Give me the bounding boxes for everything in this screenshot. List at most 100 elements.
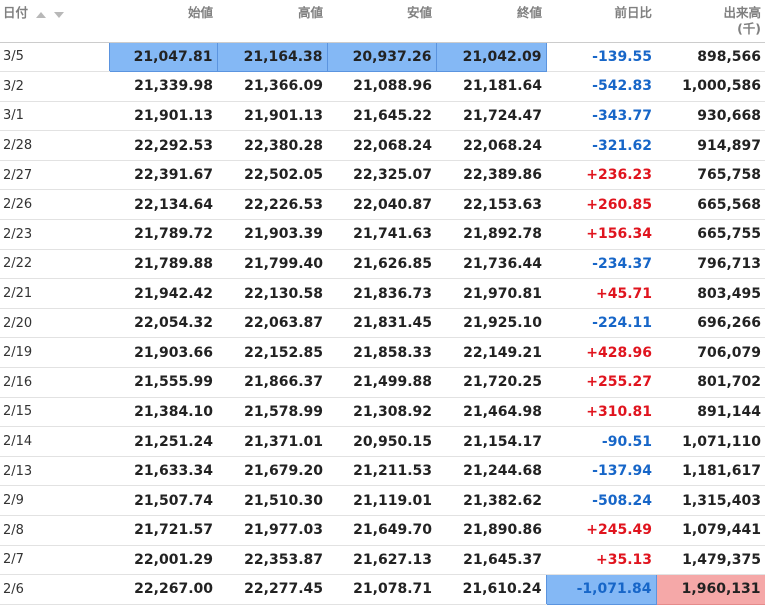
cell-high: 21,510.30 [217,485,327,516]
cell-high: 21,679.20 [217,456,327,487]
header-date[interactable]: 日付 [0,0,109,43]
cell-date: 2/7 [0,545,109,576]
cell-change: +260.85 [546,189,656,221]
cell-open: 22,267.00 [109,574,217,605]
cell-close: 21,970.81 [436,278,546,309]
cell-change: +45.71 [546,278,656,309]
cell-date: 2/23 [0,219,109,250]
cell-open: 21,384.10 [109,397,217,428]
cell-close: 21,724.47 [436,101,546,132]
cell-change: +428.96 [546,337,656,369]
cell-close: 21,892.78 [436,219,546,250]
table-row: 3/1 21,901.13 21,901.13 21,645.22 21,724.47-… [0,101,765,132]
cell-volume: 803,495 [656,278,765,309]
table-row: 2/19 21,903.66 22,152.85 21,858.33 22,149.21… [0,337,765,369]
cell-date: 2/6 [0,574,109,605]
header-low: 安値 [327,0,436,43]
cell-open: 22,391.67 [109,160,217,191]
table-row: 3/5 21,047.81 21,164.38 20,937.26 21,042.09-… [0,41,765,73]
cell-low: 21,831.45 [327,308,436,339]
cell-low: 20,937.26 [326,41,437,73]
cell-high: 22,063.87 [217,308,327,339]
cell-date: 2/21 [0,278,109,309]
cell-date: 2/9 [0,485,109,516]
cell-high: 22,226.53 [217,189,327,221]
table-row: 2/22 21,789.88 21,799.40 21,626.85 21,736.44… [0,249,765,280]
cell-change: -234.37 [546,249,656,280]
cell-volume: 1,181,617 [656,456,765,487]
cell-volume: 898,566 [656,42,765,73]
table-row: 2/27 22,391.67 22,502.05 22,325.07 22,389.86… [0,160,765,191]
cell-open: 21,633.34 [109,456,217,487]
cell-open: 22,054.32 [109,308,217,339]
cell-volume: 665,755 [656,219,765,250]
cell-high: 21,903.39 [217,219,327,250]
cell-open: 21,903.66 [109,337,217,369]
header-close-label: 終値 [516,5,542,20]
cell-close: 21,154.17 [436,426,546,457]
cell-change: +255.27 [546,367,656,398]
cell-change: -321.62 [546,130,656,161]
table-row: 2/23 21,789.72 21,903.39 21,741.63 21,892.78… [0,219,765,250]
cell-open: 21,789.72 [109,219,217,250]
table-row: 2/13 21,633.34 21,679.20 21,211.53 21,244.68… [0,456,765,487]
cell-close: 21,244.68 [436,456,546,487]
cell-change: -1,071.84 [545,574,657,605]
cell-volume: 765,758 [656,160,765,191]
cell-close: 22,149.21 [436,337,546,369]
cell-volume: 796,713 [656,249,765,280]
cell-date: 3/5 [0,42,109,73]
cell-open: 22,134.64 [109,189,217,221]
cell-date: 2/16 [0,367,109,398]
cell-change: -542.83 [546,71,656,102]
cell-date: 2/27 [0,160,109,191]
cell-change: -508.24 [546,485,656,516]
cell-close: 22,068.24 [436,130,546,161]
cell-high: 22,277.45 [217,574,327,605]
table-row: 2/26 22,134.64 22,226.53 22,040.87 22,153.63… [0,189,765,221]
cell-low: 21,836.73 [327,278,436,309]
cell-volume: 930,668 [656,101,765,132]
cell-high: 21,164.38 [216,41,328,73]
cell-low: 21,119.01 [327,485,436,516]
cell-date: 2/28 [0,130,109,161]
cell-close: 21,181.64 [436,71,546,102]
cell-high: 22,130.58 [217,278,327,309]
cell-low: 21,211.53 [327,456,436,487]
cell-close: 21,610.24 [436,574,546,605]
cell-change: -139.55 [546,42,656,73]
table-row: 2/8 21,721.57 21,977.03 21,649.70 21,890.86 +… [0,515,765,546]
cell-high: 21,578.99 [217,397,327,428]
header-date-label: 日付 [3,5,29,20]
sort-descending-icon[interactable] [53,11,64,18]
header-volume-unit: (千) [737,21,761,36]
table-row: 2/9 21,507.74 21,510.30 21,119.01 21,382.62-… [0,485,765,516]
cell-change: +245.49 [546,515,656,546]
cell-volume: 665,568 [656,189,765,221]
cell-high: 21,901.13 [217,101,327,132]
cell-low: 21,078.71 [327,574,436,605]
cell-close: 21,736.44 [436,249,546,280]
cell-volume: 891,144 [656,397,765,428]
cell-volume: 1,071,110 [656,426,765,457]
cell-low: 22,068.24 [327,130,436,161]
header-high: 高値 [217,0,327,43]
cell-close: 21,464.98 [436,397,546,428]
header-volume: 出来高 (千) [656,0,765,43]
cell-low: 21,649.70 [327,515,436,546]
header-open: 始値 [109,0,217,43]
cell-open: 21,507.74 [109,485,217,516]
header-change-label: 前日比 [614,5,652,20]
cell-close: 21,890.86 [436,515,546,546]
table-row: 2/15 21,384.10 21,578.99 21,308.92 21,464.98… [0,397,765,428]
sort-ascending-icon[interactable] [36,11,47,18]
cell-low: 22,325.07 [327,160,436,191]
sort-controls[interactable] [36,6,66,22]
cell-volume: 1,960,131 [655,574,765,605]
cell-volume: 1,479,375 [656,545,765,576]
cell-volume: 1,315,403 [656,485,765,516]
cell-date: 2/26 [0,189,109,221]
cell-low: 21,645.22 [327,101,436,132]
header-high-label: 高値 [297,5,323,20]
cell-low: 20,950.15 [327,426,436,457]
